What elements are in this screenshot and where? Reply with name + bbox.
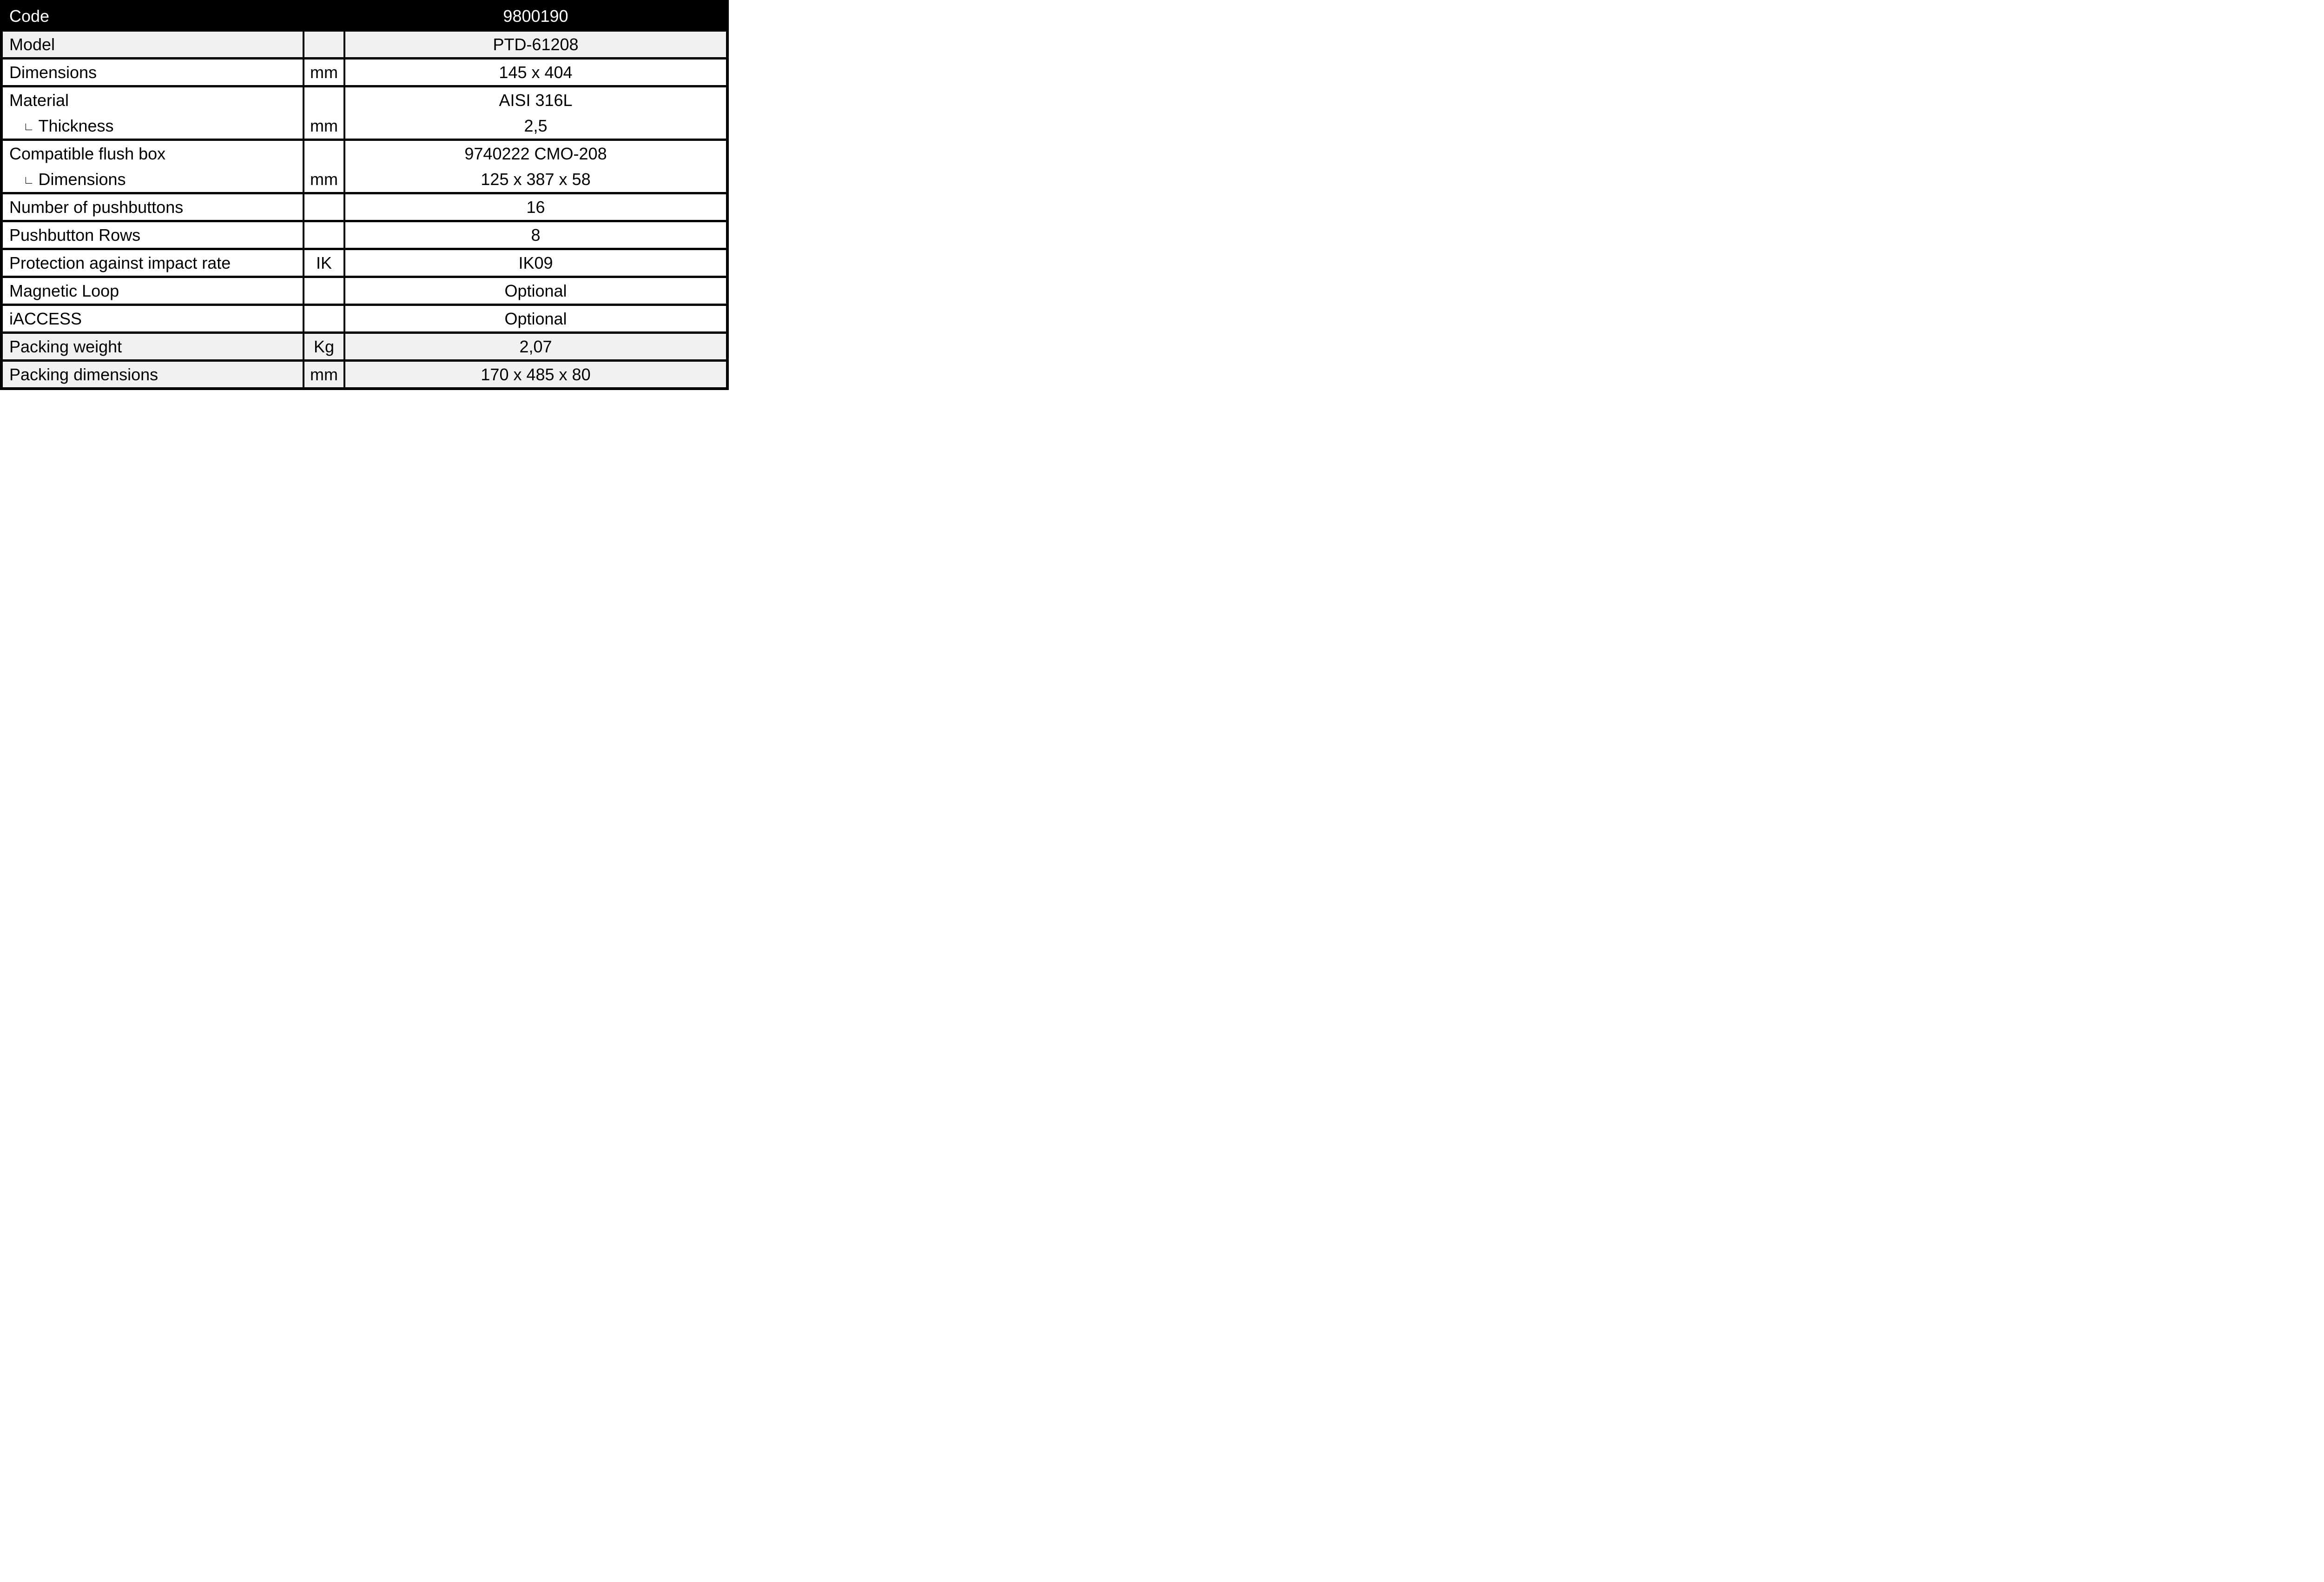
table-row-packing-weight: Packing weight Kg 2,07 xyxy=(0,331,728,362)
row-value: Optional xyxy=(343,276,728,306)
row-label-text: Material xyxy=(9,90,69,110)
material-label-line: Material xyxy=(9,89,302,113)
flushbox-dimensions-label-line: ∟ Dimensions xyxy=(9,166,302,191)
row-value: 145 x 404 xyxy=(343,57,728,87)
row-unit xyxy=(303,276,345,306)
row-unit: mm xyxy=(303,57,345,87)
row-label: Model xyxy=(0,29,304,60)
row-label: Packing dimensions xyxy=(0,359,304,390)
row-label: Protection against impact rate xyxy=(0,248,304,278)
flushbox-dimensions-unit-line: mm xyxy=(310,169,338,189)
table-row-iaccess: iACCESS Optional xyxy=(0,304,728,334)
code-label: Code xyxy=(0,0,304,32)
row-label: Number of pushbuttons xyxy=(0,192,304,222)
row-unit: mm xyxy=(303,85,345,141)
row-label: Material ∟ Thickness xyxy=(0,85,304,141)
code-unit xyxy=(303,0,345,32)
table-row-number-of-pushbuttons: Number of pushbuttons 16 xyxy=(0,192,728,222)
thickness-label-line: ∟ Thickness xyxy=(9,113,302,138)
table-row-packing-dimensions: Packing dimensions mm 170 x 485 x 80 xyxy=(0,359,728,390)
row-label-text: Compatible flush box xyxy=(9,144,166,163)
table-row-impact-protection: Protection against impact rate IK IK09 xyxy=(0,248,728,278)
table-row-material-thickness: Material ∟ Thickness mm AISI 316L 2,5 xyxy=(0,85,728,141)
row-sublabel-text: Thickness xyxy=(38,116,114,135)
row-value: 9740222 CMO-208 125 x 387 x 58 xyxy=(343,139,728,194)
row-label: Compatible flush box ∟ Dimensions xyxy=(0,139,304,194)
row-value: 170 x 485 x 80 xyxy=(343,359,728,390)
row-value: 2,07 xyxy=(343,331,728,362)
row-value: Optional xyxy=(343,304,728,334)
right-angle-icon: ∟ xyxy=(23,120,34,133)
row-unit xyxy=(303,304,345,334)
row-label: Pushbutton Rows xyxy=(0,220,304,250)
row-label: Dimensions xyxy=(0,57,304,87)
row-unit xyxy=(303,29,345,60)
flushbox-unit-line xyxy=(305,142,343,167)
row-unit: mm xyxy=(303,139,345,194)
row-label: iACCESS xyxy=(0,304,304,334)
row-unit: mm xyxy=(303,359,345,390)
spec-sheet: Code 9800190 Model PTD-61208 Dimensions … xyxy=(0,0,729,390)
thickness-value-line: 2,5 xyxy=(524,116,548,135)
row-unit xyxy=(303,220,345,250)
right-angle-icon: ∟ xyxy=(23,173,34,186)
table-row-magnetic-loop: Magnetic Loop Optional xyxy=(0,276,728,306)
row-value: 16 xyxy=(343,192,728,222)
table-row-code: Code 9800190 xyxy=(0,0,728,32)
code-value: 9800190 xyxy=(343,0,728,32)
row-value: AISI 316L 2,5 xyxy=(343,85,728,141)
flushbox-value-line: 9740222 CMO-208 xyxy=(464,144,607,163)
thickness-unit-line: mm xyxy=(310,116,338,135)
row-unit xyxy=(303,192,345,222)
table-row-model: Model PTD-61208 xyxy=(0,29,728,60)
row-unit: Kg xyxy=(303,331,345,362)
flushbox-label-line: Compatible flush box xyxy=(9,142,302,167)
row-value: IK09 xyxy=(343,248,728,278)
row-label: Packing weight xyxy=(0,331,304,362)
table-row-dimensions: Dimensions mm 145 x 404 xyxy=(0,57,728,87)
material-unit-line xyxy=(305,89,343,113)
row-sublabel-text: Dimensions xyxy=(38,169,126,189)
material-value-line: AISI 316L xyxy=(499,90,573,110)
table-row-pushbutton-rows: Pushbutton Rows 8 xyxy=(0,220,728,250)
row-unit: IK xyxy=(303,248,345,278)
row-label: Magnetic Loop xyxy=(0,276,304,306)
row-value: PTD-61208 xyxy=(343,29,728,60)
flushbox-dimensions-value-line: 125 x 387 x 58 xyxy=(481,169,591,189)
row-value: 8 xyxy=(343,220,728,250)
spec-table: Code 9800190 Model PTD-61208 Dimensions … xyxy=(0,0,729,390)
table-row-flushbox-dimensions: Compatible flush box ∟ Dimensions mm 974… xyxy=(0,139,728,194)
